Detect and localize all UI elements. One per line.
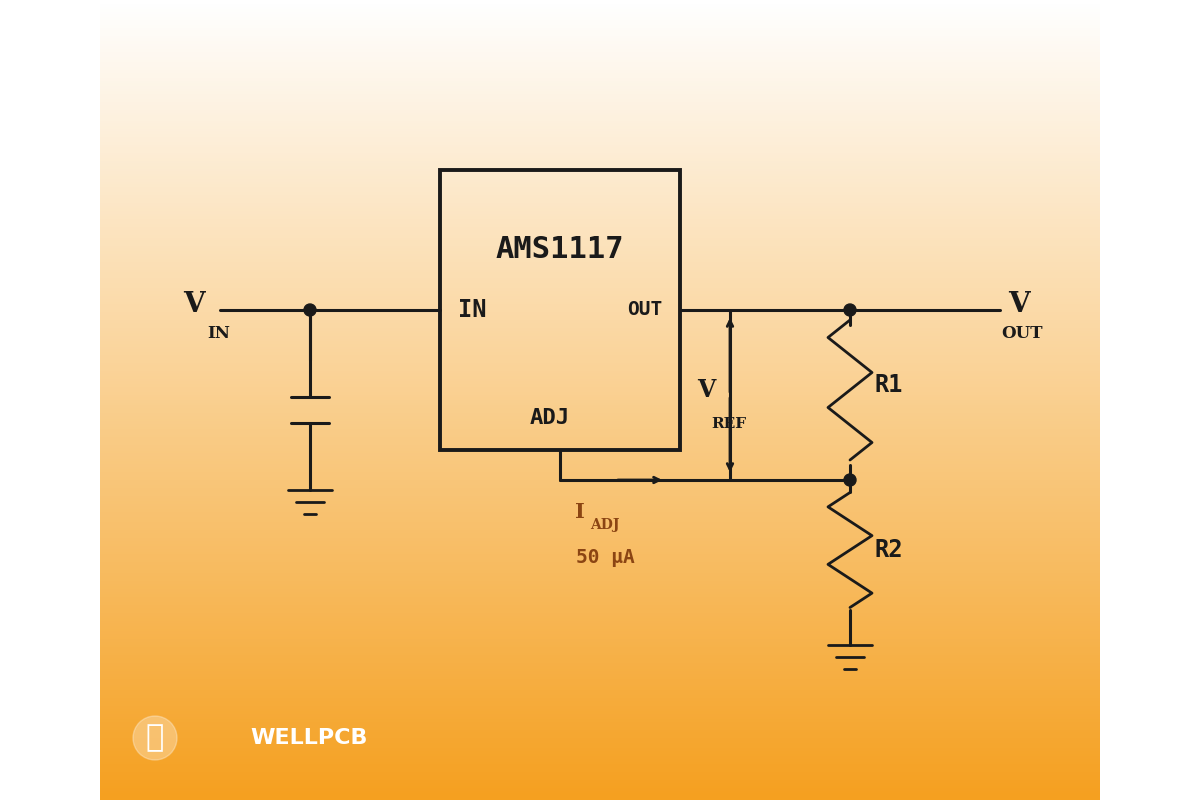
Text: V: V [1008, 291, 1030, 318]
Text: Ⓦ: Ⓦ [146, 723, 164, 753]
Bar [440, 170, 680, 450]
Circle shape [304, 304, 316, 316]
Text: V: V [697, 378, 715, 402]
Text: AMS1117: AMS1117 [496, 235, 624, 265]
Text: WELLPCB: WELLPCB [250, 728, 367, 748]
Text: IN: IN [458, 298, 486, 322]
Text: ADJ: ADJ [590, 518, 619, 532]
Text: R2: R2 [875, 538, 904, 562]
Text: V: V [184, 291, 205, 318]
Text: ADJ: ADJ [530, 408, 570, 428]
Text: REF: REF [712, 417, 746, 431]
Text: IN: IN [208, 325, 230, 342]
Text: I: I [575, 502, 584, 522]
Text: OUT: OUT [626, 301, 662, 319]
Circle shape [844, 304, 856, 316]
Circle shape [133, 716, 178, 760]
Text: R1: R1 [875, 373, 904, 397]
Text: OUT: OUT [1001, 325, 1043, 342]
Text: 50 μA: 50 μA [576, 548, 635, 567]
Circle shape [844, 474, 856, 486]
